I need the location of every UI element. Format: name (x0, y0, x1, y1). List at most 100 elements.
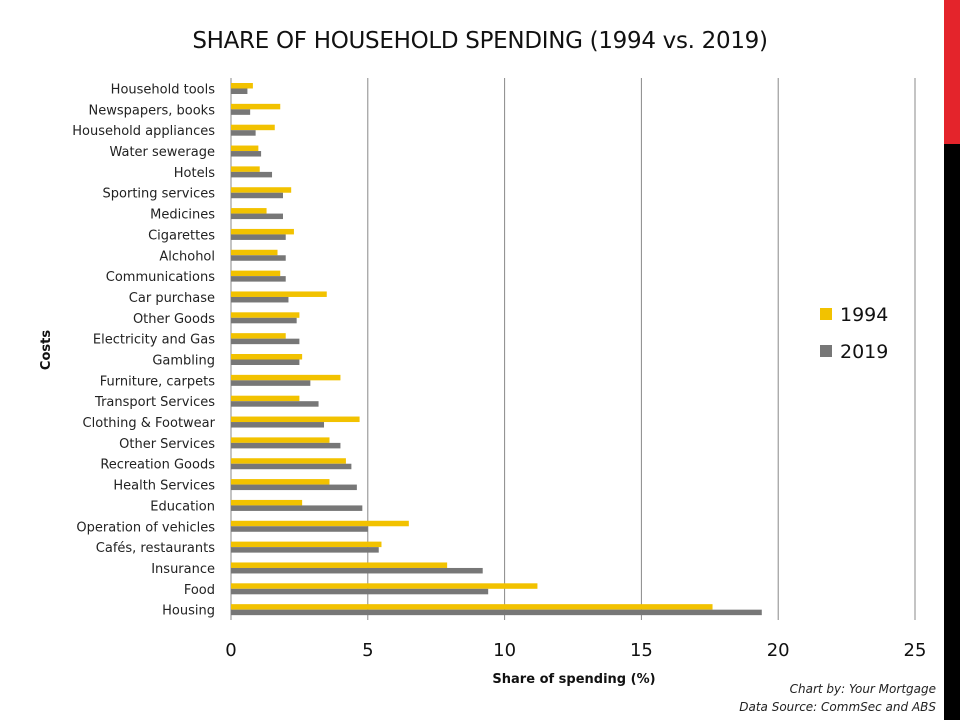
bar-1994-household-tools (231, 83, 253, 89)
bar-1994-electricity-and-gas (231, 333, 286, 339)
bar-2019-medicines (231, 213, 283, 220)
bar-2019-household-tools (231, 88, 248, 94)
category-label-food: Food (184, 583, 215, 598)
category-label-caf-s-restaurants: Cafés, restaurants (96, 541, 215, 556)
bar-2019-recreation-goods (231, 463, 352, 470)
legend-label-2019: 2019 (840, 341, 888, 363)
bar-2019-water-sewerage (231, 151, 262, 157)
category-label-other-goods: Other Goods (133, 312, 215, 327)
category-label-medicines: Medicines (150, 208, 215, 223)
bar-2019-other-services (231, 442, 341, 449)
bar-2019-operation-of-vehicles (231, 526, 368, 532)
bar-1994-transport-services (231, 395, 300, 402)
category-label-health-services: Health Services (113, 479, 215, 494)
bar-1994-health-services (231, 479, 330, 485)
bar-1994-hotels (231, 166, 260, 172)
bar-2019-housing (231, 609, 762, 616)
x-tick-label-25: 25 (904, 640, 927, 661)
bar-2019-cigarettes (231, 234, 286, 240)
y-axis-title: Costs (39, 330, 54, 370)
bar-1994-other-goods (231, 312, 300, 318)
bar-1994-food (231, 583, 538, 589)
category-label-operation-of-vehicles: Operation of vehicles (76, 520, 215, 535)
bar-2019-newspapers-books (231, 109, 251, 115)
bar-2019-hotels (231, 171, 273, 178)
grid-lines (230, 78, 916, 620)
bar-1994-household-appliances (231, 124, 275, 131)
bars (231, 83, 762, 616)
credit-chart-by: Chart by: Your Mortgage (789, 682, 936, 696)
category-label-clothing-footwear: Clothing & Footwear (83, 416, 216, 431)
legend: 1994 2019 (820, 304, 888, 363)
bar-2019-sporting-services (231, 192, 283, 199)
accent-bar-red (944, 0, 960, 144)
bar-2019-gambling (231, 359, 300, 365)
bar-1994-education (231, 499, 303, 506)
bar-1994-medicines (231, 208, 267, 214)
bar-1994-alchohol (231, 249, 278, 256)
category-label-cigarettes: Cigarettes (148, 228, 215, 243)
category-label-furniture-carpets: Furniture, carpets (100, 374, 215, 389)
x-tick-label-5: 5 (362, 640, 373, 661)
bar-1994-furniture-carpets (231, 374, 341, 381)
bar-2019-alchohol (231, 255, 286, 261)
x-tick-label-20: 20 (767, 640, 790, 661)
bar-1994-operation-of-vehicles (231, 520, 409, 527)
category-label-insurance: Insurance (151, 562, 215, 577)
bar-2019-household-appliances (231, 130, 256, 136)
bar-2019-clothing-footwear (231, 422, 325, 428)
bar-1994-recreation-goods (231, 458, 346, 464)
legend-swatch-1994 (820, 308, 832, 320)
category-label-recreation-goods: Recreation Goods (100, 458, 215, 473)
bar-1994-insurance (231, 562, 448, 568)
bar-2019-car-purchase (231, 296, 289, 303)
x-tick-label-10: 10 (493, 640, 516, 661)
bar-1994-gambling (231, 354, 303, 360)
bar-2019-communications (231, 276, 286, 282)
bar-1994-housing (231, 604, 713, 610)
bar-1994-sporting-services (231, 187, 292, 193)
bar-1994-car-purchase (231, 291, 327, 297)
legend-swatch-2019 (820, 345, 832, 357)
bar-2019-caf-s-restaurants (231, 547, 379, 553)
category-label-household-tools: Household tools (111, 83, 216, 98)
bar-1994-newspapers-books (231, 103, 281, 110)
category-label-gambling: Gambling (152, 354, 215, 369)
category-label-newspapers-books: Newspapers, books (89, 103, 216, 118)
credit-data-source: Data Source: CommSec and ABS (739, 700, 936, 714)
bar-1994-water-sewerage (231, 145, 259, 152)
bar-2019-furniture-carpets (231, 380, 311, 386)
category-label-communications: Communications (106, 270, 215, 285)
category-label-sporting-services: Sporting services (103, 187, 216, 202)
category-label-housing: Housing (162, 604, 215, 619)
category-label-other-services: Other Services (119, 437, 215, 452)
bar-2019-food (231, 588, 489, 595)
legend-label-1994: 1994 (840, 304, 888, 326)
category-label-alchohol: Alchohol (159, 249, 215, 264)
x-tick-label-0: 0 (225, 640, 236, 661)
category-label-household-appliances: Household appliances (72, 124, 215, 139)
category-label-education: Education (150, 499, 215, 514)
bar-2019-insurance (231, 567, 483, 574)
x-axis-ticks: 0 5 10 15 20 25 (225, 640, 926, 661)
bar-1994-communications (231, 270, 281, 277)
category-label-electricity-and-gas: Electricity and Gas (93, 333, 215, 348)
bar-1994-clothing-footwear (231, 416, 360, 423)
category-label-hotels: Hotels (174, 166, 215, 181)
bar-2019-electricity-and-gas (231, 338, 300, 345)
category-label-transport-services: Transport Services (94, 395, 215, 410)
x-axis-title: Share of spending (%) (492, 672, 655, 687)
bar-2019-education (231, 505, 363, 511)
bar-1994-cigarettes (231, 228, 294, 235)
bar-1994-other-services (231, 437, 330, 443)
category-label-car-purchase: Car purchase (129, 291, 215, 306)
category-label-water-sewerage: Water sewerage (109, 145, 215, 160)
accent-bar-black (944, 144, 960, 720)
x-tick-label-15: 15 (630, 640, 653, 661)
bar-2019-other-goods (231, 317, 297, 324)
bar-1994-caf-s-restaurants (231, 541, 382, 548)
bar-2019-transport-services (231, 401, 319, 407)
category-labels: Household tools Newspapers, books Househol… (72, 83, 215, 619)
